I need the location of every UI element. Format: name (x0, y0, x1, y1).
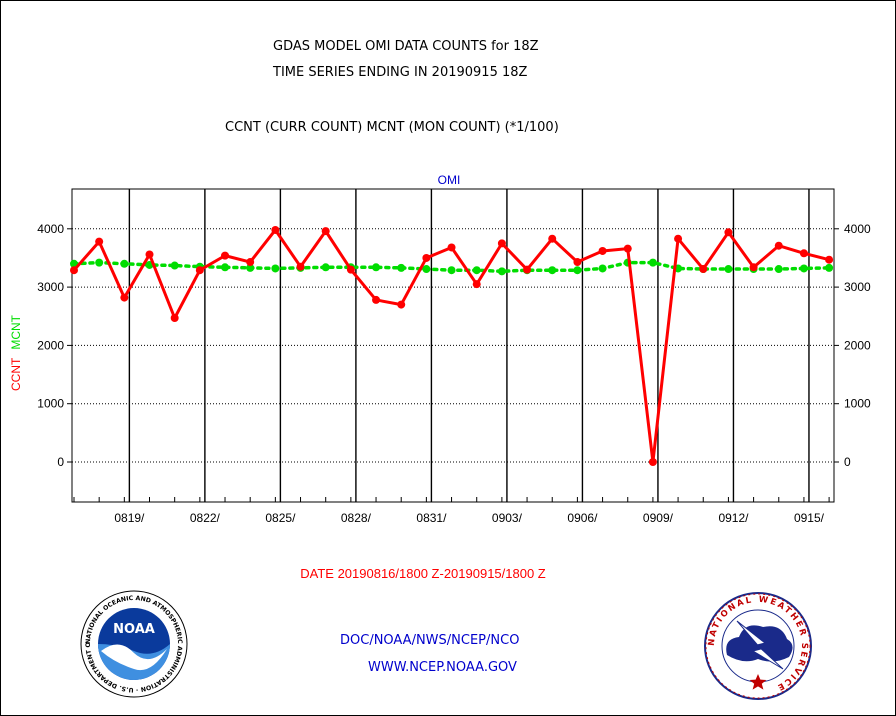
ccnt-point (548, 234, 557, 243)
ccnt-point (221, 251, 230, 260)
y-tick-label-right: 3000 (844, 280, 871, 294)
ccnt-point (598, 246, 607, 255)
ccnt-point (699, 265, 708, 274)
noaa-logo: NATIONAL OCEANIC AND ATMOSPHERIC ADMINIS… (79, 589, 188, 698)
x-tick-label: 0909/ (643, 511, 674, 525)
y-tick-label-right: 2000 (844, 338, 871, 352)
chart-title-line-1: GDAS MODEL OMI DATA COUNTS for 18Z (273, 39, 539, 54)
x-axis-label: DATE 20190816/1800 Z-20190915/1800 Z (300, 566, 546, 581)
footer-org: DOC/NOAA/NWS/NCEP/NCO (340, 633, 520, 648)
y-axis-label-part: CCNT (9, 357, 23, 391)
x-tick-label: 0903/ (492, 511, 523, 525)
mcnt-point (372, 263, 381, 272)
y-axis-label-part: MCNT (9, 314, 23, 349)
ccnt-point (271, 225, 280, 234)
ccnt-point (397, 300, 406, 309)
ccnt-point (774, 241, 783, 250)
x-tick-label: 0828/ (341, 511, 372, 525)
mcnt-point (447, 266, 456, 275)
ccnt-point (472, 280, 481, 289)
ccnt-point (799, 249, 808, 258)
mcnt-point (246, 263, 255, 272)
chart-title-line-2: TIME SERIES ENDING IN 20190915 18Z (273, 65, 528, 80)
x-tick-label: 0906/ (567, 511, 598, 525)
mcnt-point (221, 263, 230, 272)
ccnt-point (321, 227, 330, 236)
ccnt-point (825, 255, 834, 264)
grid (72, 189, 834, 502)
ccnt-point (372, 295, 381, 304)
y-tick-label-left: 4000 (37, 222, 64, 236)
ccnt-point (70, 266, 78, 275)
ccnt-point (573, 258, 582, 267)
chart-subtitle: CCNT (CURR COUNT) MCNT (MON COUNT) (*1/1… (225, 120, 559, 135)
y-axis-label: CCNT MCNT (9, 314, 23, 391)
mcnt-point (170, 261, 179, 270)
x-tick-label: 0831/ (416, 511, 447, 525)
x-tick-label: 0819/ (114, 511, 145, 525)
axes: 0 0 1000 1000 2000 2000 3000 3000 4000 4000 0819/0… (37, 222, 871, 525)
mcnt-point (497, 267, 506, 276)
y-tick-label-right: 1000 (844, 397, 871, 411)
ccnt-point (648, 458, 657, 466)
y-tick-label-left: 0 (57, 455, 64, 469)
noaa-logo-text: NOAA (113, 622, 155, 637)
ccnt-point (246, 258, 255, 267)
series (70, 225, 834, 466)
mcnt-point (472, 266, 481, 275)
x-tick-label: 0915/ (794, 511, 825, 525)
x-tick-label: 0825/ (265, 511, 296, 525)
mcnt-point (397, 263, 406, 272)
mcnt-point (321, 263, 330, 272)
ccnt-point (346, 265, 355, 274)
footer-website[interactable]: WWW.NCEP.NOAA.GOV (368, 660, 517, 675)
mcnt-point (799, 264, 808, 273)
nws-logo: NATIONAL WEATHER SERVICE (704, 592, 812, 700)
mcnt-point (774, 265, 783, 274)
y-tick-label-right: 4000 (844, 222, 871, 236)
mcnt-point (271, 264, 280, 273)
mcnt-point (422, 265, 431, 274)
ccnt-point (674, 234, 683, 243)
y-tick-label-left: 1000 (37, 397, 64, 411)
mcnt-point (95, 258, 104, 267)
ccnt-point (120, 293, 129, 302)
y-tick-label-left: 3000 (37, 280, 64, 294)
mcnt-point (120, 259, 129, 268)
y-tick-label-right: 0 (844, 455, 851, 469)
mcnt-point (724, 265, 733, 274)
ccnt-point (145, 250, 154, 259)
ccnt-point (623, 244, 632, 253)
mcnt-point (548, 266, 557, 275)
y-tick-label-left: 2000 (37, 338, 64, 352)
ccnt-point (749, 263, 758, 272)
ccnt-point (523, 265, 532, 274)
ccnt-point (724, 228, 733, 237)
ccnt-point (296, 262, 305, 271)
ccnt-point (422, 253, 431, 262)
x-tick-label: 0912/ (718, 511, 749, 525)
ccnt-point (447, 243, 456, 252)
ccnt-point (95, 237, 104, 246)
mcnt-point (573, 266, 582, 275)
x-tick-label: 0822/ (190, 511, 221, 525)
ccnt-point (170, 313, 179, 322)
panel-title: OMI (438, 173, 461, 187)
ccnt-point (195, 266, 204, 275)
mcnt-point (598, 264, 607, 273)
ccnt-point (497, 239, 506, 248)
mcnt-point (648, 258, 657, 267)
mcnt-point (825, 263, 834, 272)
